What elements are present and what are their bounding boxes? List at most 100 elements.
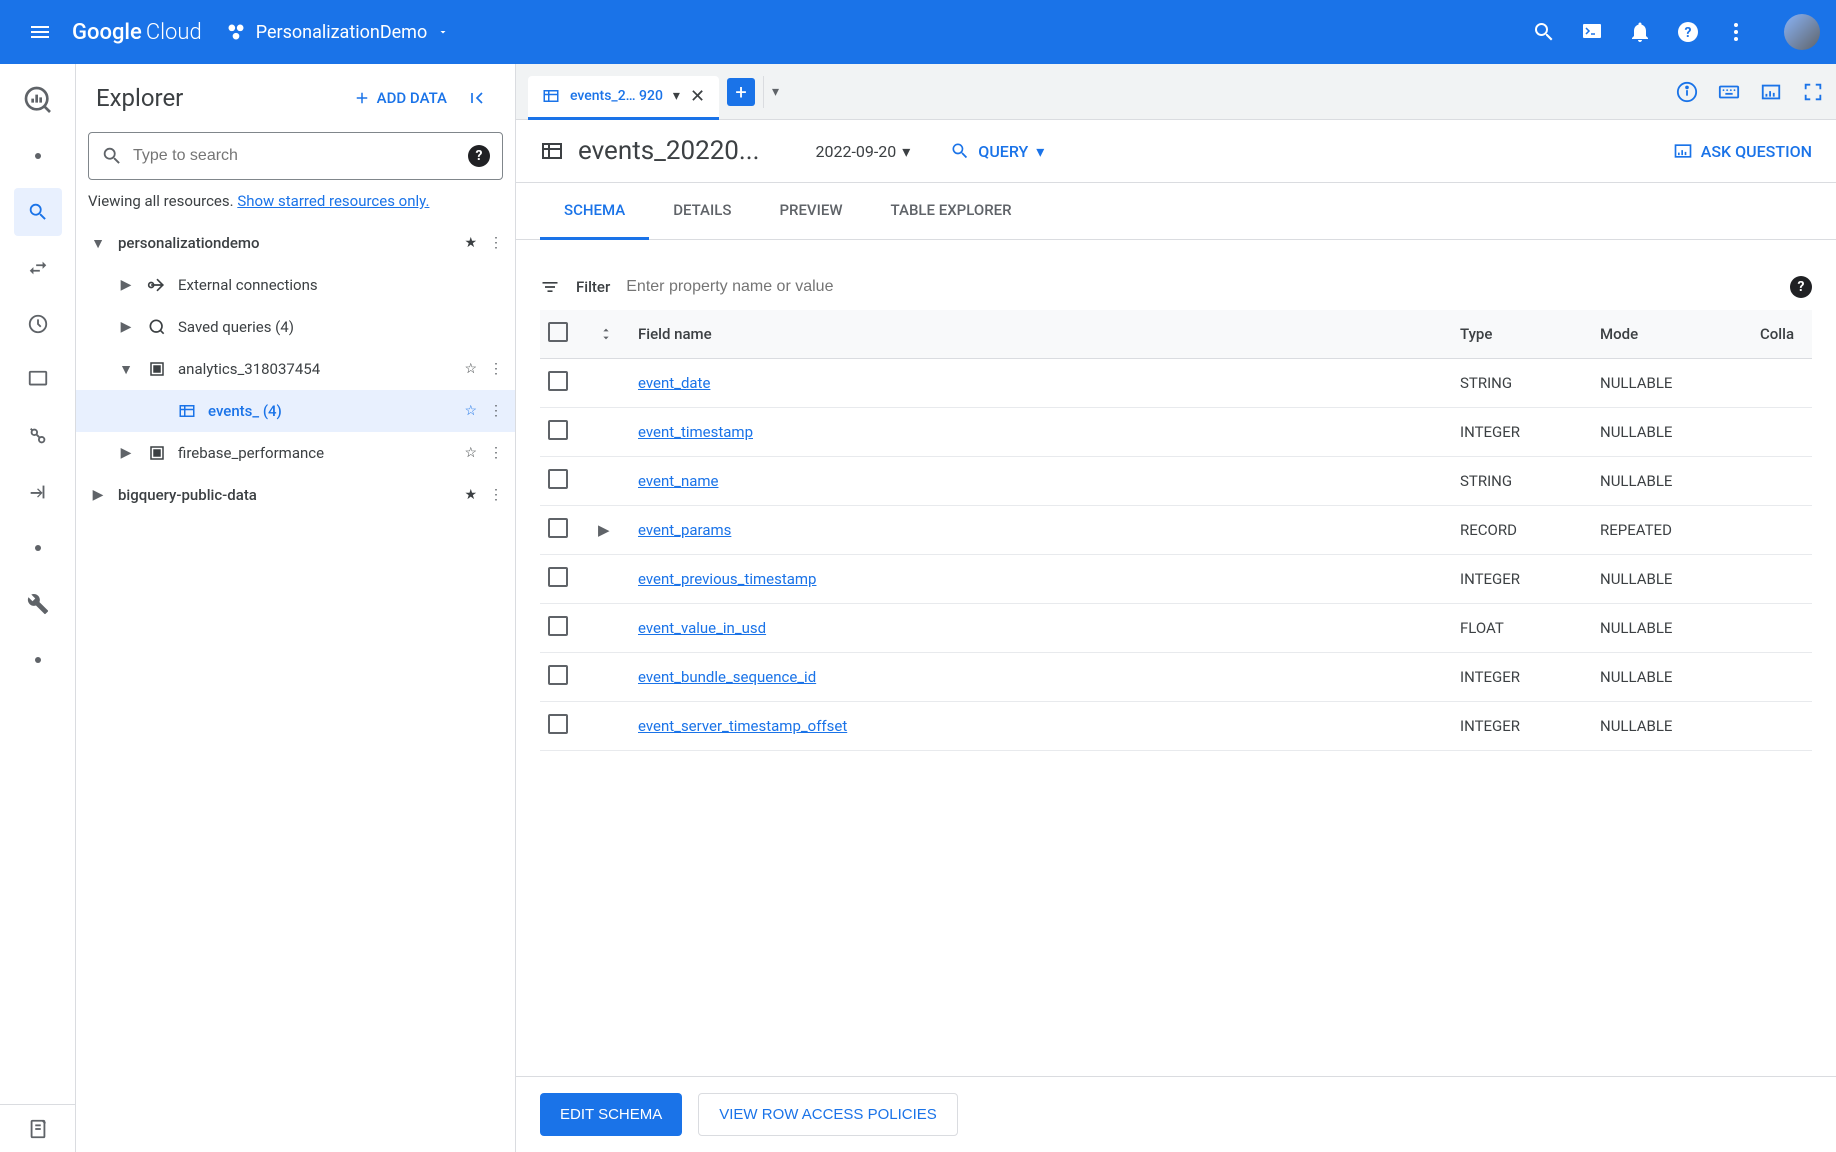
expand-icon[interactable]: ▼ <box>88 235 108 252</box>
sort-icon[interactable] <box>598 326 614 342</box>
help-icon[interactable]: ? <box>468 145 490 167</box>
tab-schema[interactable]: SCHEMA <box>540 183 649 240</box>
add-data-button[interactable]: ADD DATA <box>353 89 447 107</box>
row-checkbox[interactable] <box>548 616 568 636</box>
row-checkbox[interactable] <box>548 469 568 489</box>
notes-icon[interactable] <box>0 1104 75 1152</box>
expand-icon[interactable]: ▶ <box>116 277 136 293</box>
field-link[interactable]: event_value_in_usd <box>638 619 766 637</box>
explorer-title: Explorer <box>96 84 341 112</box>
col-collation[interactable]: Colla <box>1752 310 1812 359</box>
expand-icon[interactable]: ▶ <box>116 445 136 461</box>
field-link[interactable]: event_date <box>638 374 710 392</box>
search-input[interactable]: ? <box>88 132 503 180</box>
chevron-down-icon: ▾ <box>902 142 910 161</box>
field-link[interactable]: event_bundle_sequence_id <box>638 668 816 686</box>
search-icon[interactable] <box>14 188 62 236</box>
footer-actions: EDIT SCHEMA VIEW ROW ACCESS POLICIES <box>516 1076 1836 1152</box>
tab-table-explorer[interactable]: TABLE EXPLORER <box>867 183 1036 239</box>
dashboard-icon[interactable] <box>1760 81 1782 103</box>
tree-table-events[interactable]: events_ (4) ☆⋮ <box>76 390 515 432</box>
tree-external-connections[interactable]: ▶ External connections <box>76 264 515 306</box>
keyboard-icon[interactable] <box>1718 81 1740 103</box>
expand-icon[interactable]: ▶ <box>598 521 610 539</box>
view-row-policies-button[interactable]: VIEW ROW ACCESS POLICIES <box>698 1093 958 1136</box>
collapse-explorer-icon[interactable] <box>459 80 495 116</box>
field-mode: NULLABLE <box>1592 653 1752 702</box>
notifications-icon[interactable] <box>1628 20 1652 44</box>
expand-icon[interactable]: ▶ <box>116 319 136 335</box>
tab-details[interactable]: DETAILS <box>649 183 755 239</box>
field-link[interactable]: event_timestamp <box>638 423 753 441</box>
tree-dataset-analytics[interactable]: ▼ analytics_318037454 ☆⋮ <box>76 348 515 390</box>
migration-icon[interactable] <box>14 468 62 516</box>
filter-input[interactable] <box>626 278 1774 296</box>
field-link[interactable]: event_name <box>638 472 719 490</box>
more-icon[interactable]: ⋮ <box>489 445 503 461</box>
leftrail-dot <box>14 636 62 684</box>
search-icon[interactable] <box>1532 20 1556 44</box>
table-row: event_value_in_usd FLOAT NULLABLE <box>540 604 1812 653</box>
row-checkbox[interactable] <box>548 371 568 391</box>
transfers-icon[interactable] <box>14 244 62 292</box>
analytics-hub-icon[interactable] <box>14 356 62 404</box>
col-field-name[interactable]: Field name <box>630 310 1452 359</box>
help-icon[interactable]: ? <box>1790 276 1812 298</box>
field-type: FLOAT <box>1452 604 1592 653</box>
tree-project-public[interactable]: ▶ bigquery-public-data ★⋮ <box>76 474 515 516</box>
more-icon[interactable] <box>1724 20 1748 44</box>
date-picker[interactable]: 2022-09-20 ▾ <box>815 142 910 161</box>
star-icon[interactable]: ☆ <box>464 361 477 377</box>
scheduled-icon[interactable] <box>14 300 62 348</box>
help-icon[interactable]: ? <box>1676 20 1700 44</box>
tree-dataset-firebase[interactable]: ▶ firebase_performance ☆⋮ <box>76 432 515 474</box>
avatar[interactable] <box>1784 14 1820 50</box>
star-icon[interactable]: ★ <box>464 487 477 503</box>
row-checkbox[interactable] <box>548 567 568 587</box>
ask-question-button[interactable]: ASK QUESTION <box>1673 141 1812 161</box>
star-icon[interactable]: ☆ <box>464 403 477 419</box>
star-icon[interactable]: ★ <box>464 235 477 251</box>
table-row: event_date STRING NULLABLE <box>540 359 1812 408</box>
settings-icon[interactable] <box>14 580 62 628</box>
tab-events[interactable]: events_2… 920 ▾ ✕ <box>528 76 719 120</box>
cloud-shell-icon[interactable] <box>1580 20 1604 44</box>
field-link[interactable]: event_server_timestamp_offset <box>638 717 847 735</box>
row-checkbox[interactable] <box>548 665 568 685</box>
logo[interactable]: Google Cloud <box>72 20 202 45</box>
info-icon[interactable] <box>1676 81 1698 103</box>
tree-saved-queries[interactable]: ▶ Saved queries (4) <box>76 306 515 348</box>
bigquery-icon[interactable] <box>14 76 62 124</box>
field-link[interactable]: event_previous_timestamp <box>638 570 816 588</box>
search-field[interactable] <box>133 147 458 165</box>
close-icon[interactable]: ✕ <box>690 86 705 107</box>
more-icon[interactable]: ⋮ <box>489 403 503 419</box>
tree-project[interactable]: ▼ personalizationdemo ★⋮ <box>76 222 515 264</box>
col-type[interactable]: Type <box>1452 310 1592 359</box>
more-icon[interactable]: ⋮ <box>489 361 503 377</box>
new-tab-button[interactable]: + <box>727 78 755 106</box>
chevron-down-icon[interactable]: ▾ <box>673 88 680 104</box>
filter-icon <box>540 277 560 297</box>
row-checkbox[interactable] <box>548 714 568 734</box>
more-icon[interactable]: ⋮ <box>489 235 503 251</box>
select-all-checkbox[interactable] <box>548 322 568 342</box>
show-starred-link[interactable]: Show starred resources only. <box>237 192 429 210</box>
menu-button[interactable] <box>16 8 64 56</box>
row-checkbox[interactable] <box>548 420 568 440</box>
query-button[interactable]: QUERY ▾ <box>950 141 1044 161</box>
fullscreen-icon[interactable] <box>1802 81 1824 103</box>
table-row: event_name STRING NULLABLE <box>540 457 1812 506</box>
star-icon[interactable]: ☆ <box>464 445 477 461</box>
project-picker[interactable]: PersonalizationDemo <box>226 22 450 43</box>
expand-icon[interactable]: ▼ <box>116 361 136 378</box>
col-mode[interactable]: Mode <box>1592 310 1752 359</box>
row-checkbox[interactable] <box>548 518 568 538</box>
field-link[interactable]: event_params <box>638 521 731 539</box>
edit-schema-button[interactable]: EDIT SCHEMA <box>540 1093 682 1136</box>
dataform-icon[interactable] <box>14 412 62 460</box>
tab-preview[interactable]: PREVIEW <box>755 183 866 239</box>
tab-dropdown-icon[interactable]: ▾ <box>772 84 779 100</box>
expand-icon[interactable]: ▶ <box>88 487 108 503</box>
more-icon[interactable]: ⋮ <box>489 487 503 503</box>
